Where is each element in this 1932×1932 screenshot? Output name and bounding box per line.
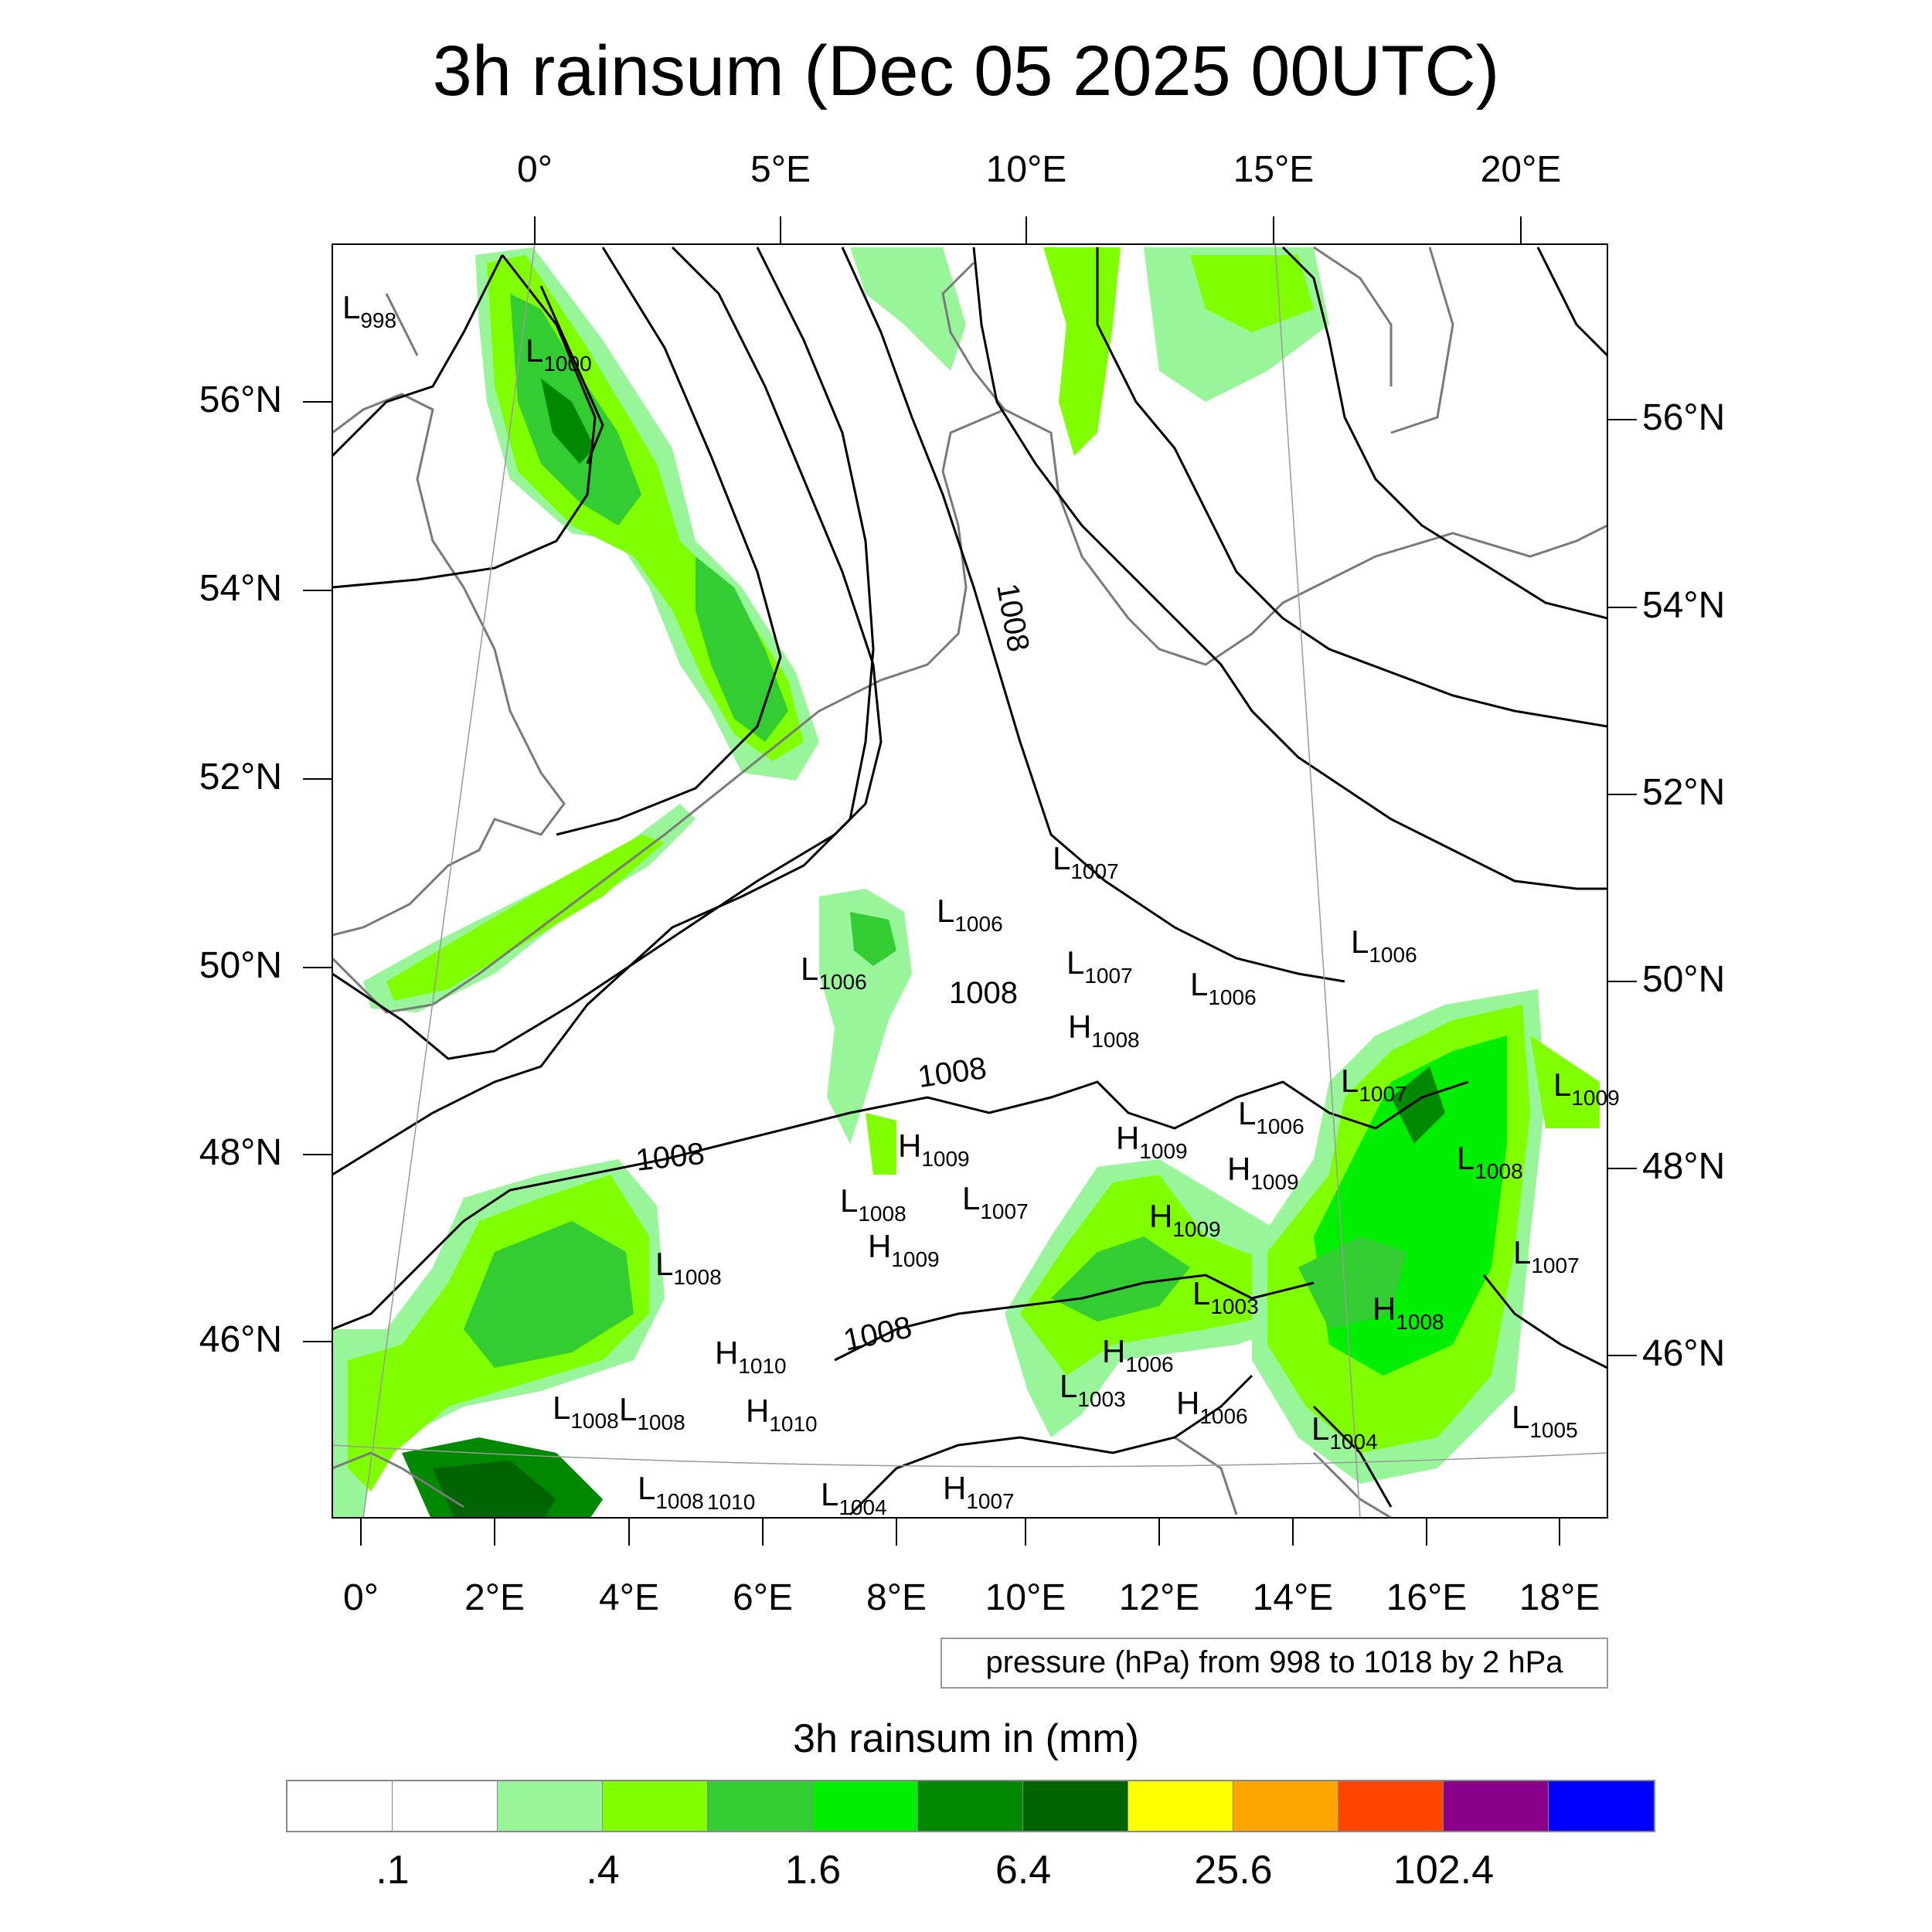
contour-info-box: pressure (hPa) from 998 to 1018 by 2 hPa xyxy=(940,1638,1608,1689)
colorbar-label: .1 xyxy=(376,1848,410,1893)
right-lat-label: 46°N xyxy=(1642,1333,1726,1374)
map-frame xyxy=(332,243,1608,1519)
pressure-centers: L998 L1000 L1007 L1006 L1006 L1007 L1006 L1006 H… xyxy=(342,289,1620,1519)
pressure-center-label: L1008 xyxy=(619,1391,685,1434)
colorbar-label: .4 xyxy=(586,1848,620,1893)
pressure-center-label: L998 xyxy=(342,289,396,332)
pressure-center-label: L1003 xyxy=(1192,1275,1259,1318)
colorbar-swatch xyxy=(498,1781,603,1831)
graticule xyxy=(332,244,1607,1518)
pressure-center-label: L1004 xyxy=(1311,1410,1378,1454)
colorbar-swatch xyxy=(1338,1781,1444,1831)
pressure-center-label: H1008 xyxy=(1068,1009,1140,1052)
right-lat-label: 56°N xyxy=(1642,397,1726,438)
top-lon-label: 20°E xyxy=(1480,149,1562,190)
bottom-lon-label: 4°E xyxy=(599,1577,659,1618)
colorbar-swatch xyxy=(918,1781,1023,1831)
left-lat-label: 52°N xyxy=(199,757,282,798)
bottom-lon-label: 2°E xyxy=(464,1577,525,1618)
pressure-center-label: L1008 xyxy=(655,1246,722,1289)
bottom-lon-label: 12°E xyxy=(1118,1577,1200,1618)
pressure-center-label: L1006 xyxy=(937,893,1003,936)
pressure-center-label: L1008 xyxy=(1457,1140,1523,1183)
pressure-center-label: L1005 xyxy=(1512,1399,1578,1442)
bottom-lon-label: 0° xyxy=(343,1577,379,1618)
bottom-lon-label: 16°E xyxy=(1386,1577,1468,1618)
pressure-center-label: L1007 xyxy=(1513,1234,1580,1277)
top-lon-label: 15°E xyxy=(1233,149,1315,190)
pressure-center-label: H1009 xyxy=(868,1228,940,1271)
left-lat-label: 50°N xyxy=(199,945,282,986)
top-lon-label: 10°E xyxy=(985,149,1067,190)
colorbar-swatch xyxy=(1128,1781,1233,1831)
left-lat-label: 56°N xyxy=(199,379,282,420)
chart-title: 3h rainsum (Dec 05 2025 00UTC) xyxy=(432,32,1500,111)
colorbar-swatch xyxy=(708,1781,813,1831)
pressure-center-label: L1008 xyxy=(638,1470,704,1513)
colorbar-swatch xyxy=(1549,1781,1654,1831)
bottom-lon-label: 10°E xyxy=(985,1577,1066,1618)
top-lon-label: 0° xyxy=(517,149,553,190)
bottom-lon-label: 6°E xyxy=(733,1577,793,1618)
colorbar-swatch xyxy=(603,1781,708,1831)
pressure-center-label: H1010 xyxy=(715,1335,787,1378)
top-lon-label: 5°E xyxy=(750,149,811,190)
pressure-center-label: L1008 xyxy=(553,1389,619,1433)
pressure-center-label: H1006 xyxy=(1102,1333,1174,1376)
left-lat-label: 54°N xyxy=(199,568,282,609)
edge-fragment-label: 1010 xyxy=(707,1490,755,1514)
coastlines xyxy=(332,246,1607,1518)
bottom-lon-label: 18°E xyxy=(1519,1577,1600,1618)
left-lat-label: 48°N xyxy=(199,1132,282,1173)
right-lat-label: 48°N xyxy=(1642,1146,1726,1187)
colorbar-swatch xyxy=(1444,1781,1549,1831)
colorbar-label: 102.4 xyxy=(1393,1848,1495,1893)
pressure-center-label: H1009 xyxy=(1116,1120,1188,1163)
pressure-center-label: L1000 xyxy=(526,332,592,376)
isobar-label: 1008 xyxy=(634,1137,706,1178)
colorbar xyxy=(286,1780,1655,1832)
colorbar-label: 25.6 xyxy=(1194,1848,1273,1893)
pressure-center-label: H1009 xyxy=(898,1128,970,1171)
right-lat-label: 52°N xyxy=(1642,772,1726,813)
pressure-center-label: H1009 xyxy=(1149,1198,1221,1241)
colorbar-swatch xyxy=(393,1781,498,1831)
pressure-center-label: L1007 xyxy=(1053,840,1119,883)
pressure-center-label: H1009 xyxy=(1227,1151,1299,1194)
left-lat-label: 46°N xyxy=(199,1319,282,1360)
rain-field xyxy=(332,247,1600,1518)
pressure-center-label: L1006 xyxy=(801,951,867,994)
right-lat-label: 54°N xyxy=(1642,585,1726,626)
colorbar-swatch xyxy=(1023,1781,1128,1831)
pressure-center-label: L1007 xyxy=(1066,944,1133,988)
axis-ticks xyxy=(303,216,1637,1546)
pressure-center-label: H1010 xyxy=(746,1393,818,1436)
right-lat-label: 50°N xyxy=(1642,959,1726,1000)
pressure-center-label: L1009 xyxy=(1553,1066,1620,1110)
pressure-center-label: L1006 xyxy=(1238,1095,1304,1138)
pressure-center-label: H1006 xyxy=(1176,1385,1248,1428)
colorbar-swatch xyxy=(1233,1781,1338,1831)
bottom-lon-label: 8°E xyxy=(866,1577,927,1618)
colorbar-title: 3h rainsum in (mm) xyxy=(793,1716,1139,1761)
colorbar-swatch xyxy=(813,1781,918,1831)
pressure-center-label: L1006 xyxy=(1351,923,1417,967)
colorbar-swatch xyxy=(287,1781,393,1831)
pressure-center-label: L1006 xyxy=(1190,966,1257,1009)
colorbar-label: 6.4 xyxy=(995,1848,1052,1893)
pressure-center-label: L1004 xyxy=(821,1476,887,1519)
pressure-center-label: L1008 xyxy=(840,1182,906,1226)
bottom-lon-label: 14°E xyxy=(1252,1577,1334,1618)
pressure-center-label: H1007 xyxy=(943,1470,1015,1513)
colorbar-label: 1.6 xyxy=(784,1848,842,1893)
pressure-center-label: L1003 xyxy=(1060,1368,1126,1411)
pressure-center-label: H1008 xyxy=(1372,1291,1444,1334)
pressure-center-label: L1007 xyxy=(962,1180,1029,1223)
isobar-label: 1008 xyxy=(949,976,1018,1010)
isobars xyxy=(332,246,1607,1516)
pressure-center-label: L1007 xyxy=(1341,1063,1407,1106)
